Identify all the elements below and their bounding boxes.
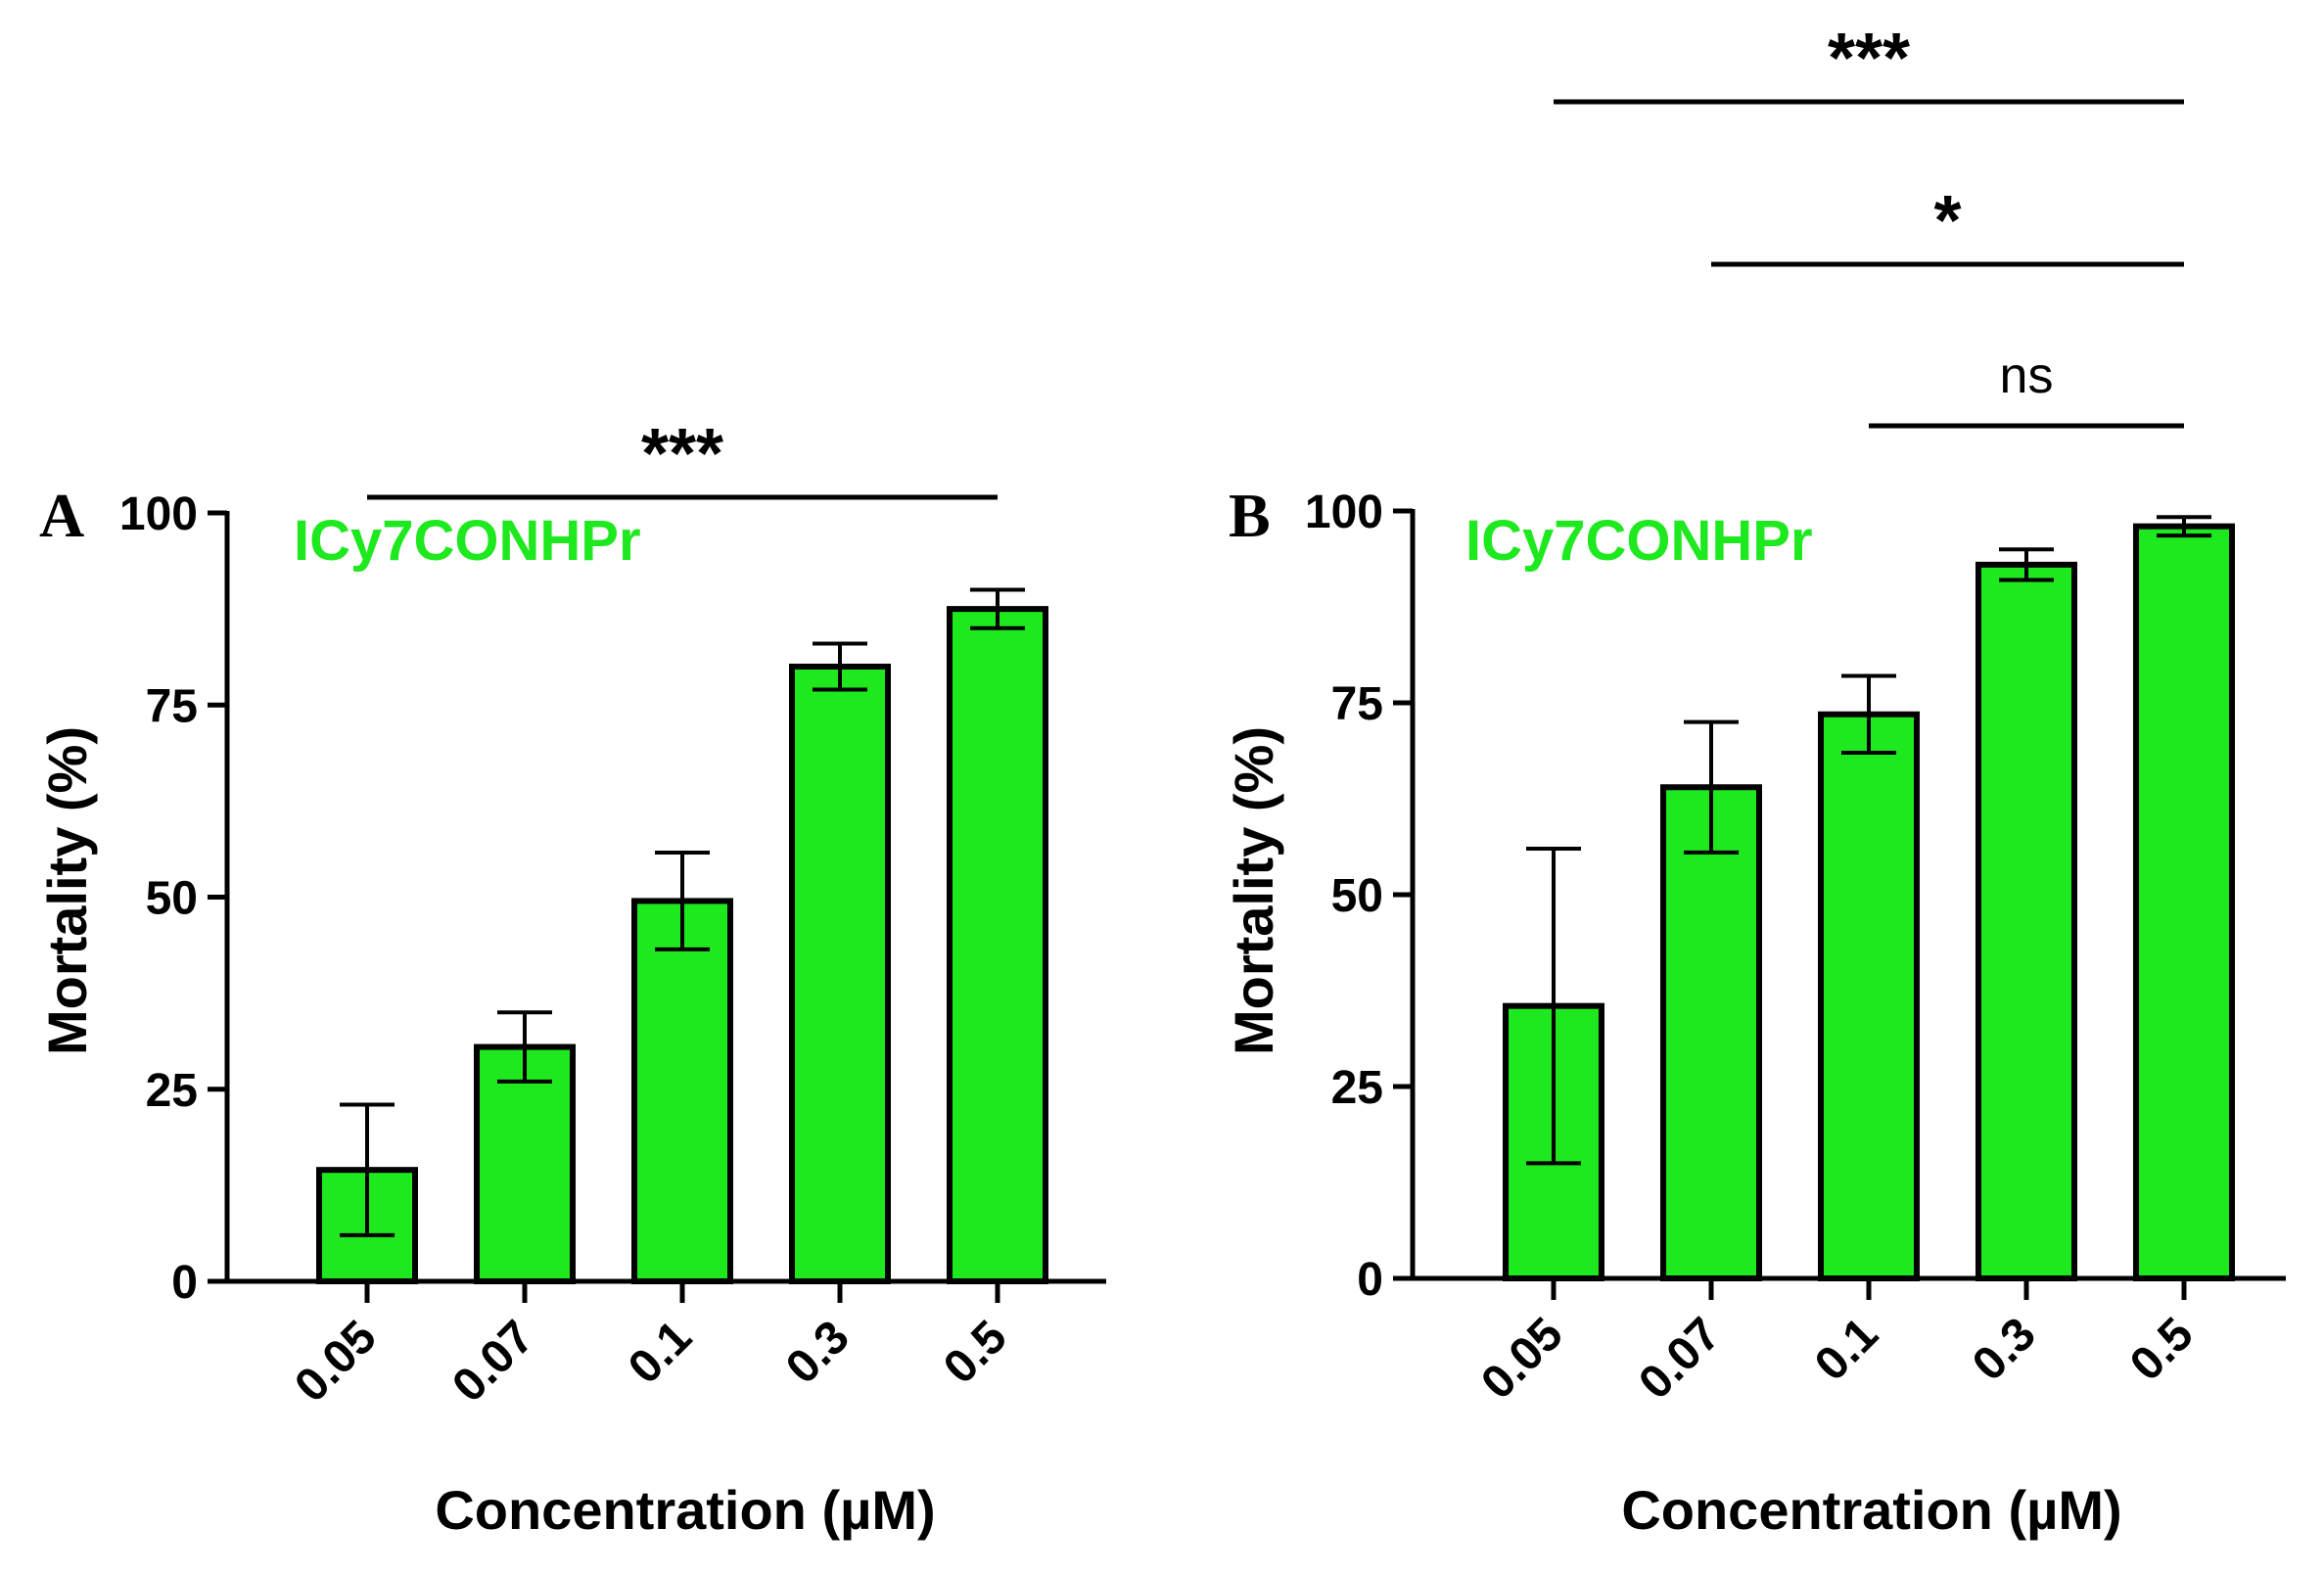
significance-bracket: *** (367, 415, 998, 500)
bar (1660, 784, 1762, 1281)
bar (1818, 711, 1920, 1281)
significance-bracket: ns (1869, 347, 2184, 429)
y-axis-title: Mortality (%) (1223, 726, 1284, 1055)
panel-letter: A (39, 481, 84, 550)
significance-label: *** (641, 415, 723, 493)
panel-letter: B (1229, 481, 1271, 550)
x-axis-title: Concentration (µM) (435, 1479, 935, 1541)
y-tick-label: 50 (1331, 870, 1383, 922)
error-bar (1841, 673, 1896, 755)
y-tick-label: 25 (1331, 1062, 1383, 1114)
error-bar (813, 641, 867, 692)
significance-bracket: *** (1554, 20, 2184, 105)
y-tick-label: 75 (146, 680, 198, 732)
panel-a: A ICy7CONHPr Mortality (%) Concentration… (36, 415, 1106, 1541)
bar (2133, 523, 2235, 1281)
x-tick-label: 0.5 (934, 1311, 1017, 1394)
x-axis-title: Concentration (µM) (1621, 1479, 2121, 1541)
x-tick-label: 0.05 (1471, 1308, 1573, 1410)
panel-b: B ICy7CONHPr Mortality (%) Concentration… (1223, 20, 2286, 1541)
significance-label: * (1933, 182, 1961, 260)
y-tick-label: 0 (1357, 1254, 1383, 1306)
x-tick-label: 0.1 (619, 1311, 702, 1394)
x-tick-label: 0.3 (776, 1311, 860, 1394)
error-bar (1999, 547, 2054, 582)
error-bar (655, 850, 710, 951)
significance-label: *** (1828, 20, 1910, 98)
significance-label: ns (2000, 347, 2054, 404)
x-tick-label: 0.05 (285, 1311, 387, 1412)
x-tick-label: 0.07 (442, 1311, 544, 1412)
x-tick-label: 0.3 (1963, 1308, 2046, 1391)
bar (947, 606, 1048, 1284)
error-bar (1684, 719, 1739, 855)
x-tick-label: 0.1 (1805, 1308, 1888, 1391)
bar (474, 1043, 576, 1284)
y-tick-label: 25 (146, 1065, 198, 1117)
bar (631, 898, 733, 1284)
y-tick-label: 0 (171, 1257, 198, 1309)
error-bar (2157, 515, 2211, 538)
x-tick-label: 0.5 (2120, 1308, 2204, 1391)
y-tick-label: 50 (146, 873, 198, 925)
error-bar (1526, 846, 1581, 1166)
error-bar (340, 1102, 395, 1237)
y-tick-label: 100 (1305, 486, 1383, 538)
error-bar (970, 587, 1025, 630)
compound-label: ICy7CONHPr (1465, 509, 1813, 573)
y-tick-label: 75 (1331, 678, 1383, 730)
significance-bracket: * (1711, 182, 2184, 267)
error-bar (497, 1010, 552, 1084)
x-tick-label: 0.07 (1629, 1308, 1731, 1410)
bar (1975, 561, 2077, 1281)
bar (789, 664, 891, 1284)
y-axis-title: Mortality (%) (36, 726, 98, 1055)
y-tick-label: 100 (119, 488, 198, 540)
compound-label: ICy7CONHPr (294, 509, 641, 573)
